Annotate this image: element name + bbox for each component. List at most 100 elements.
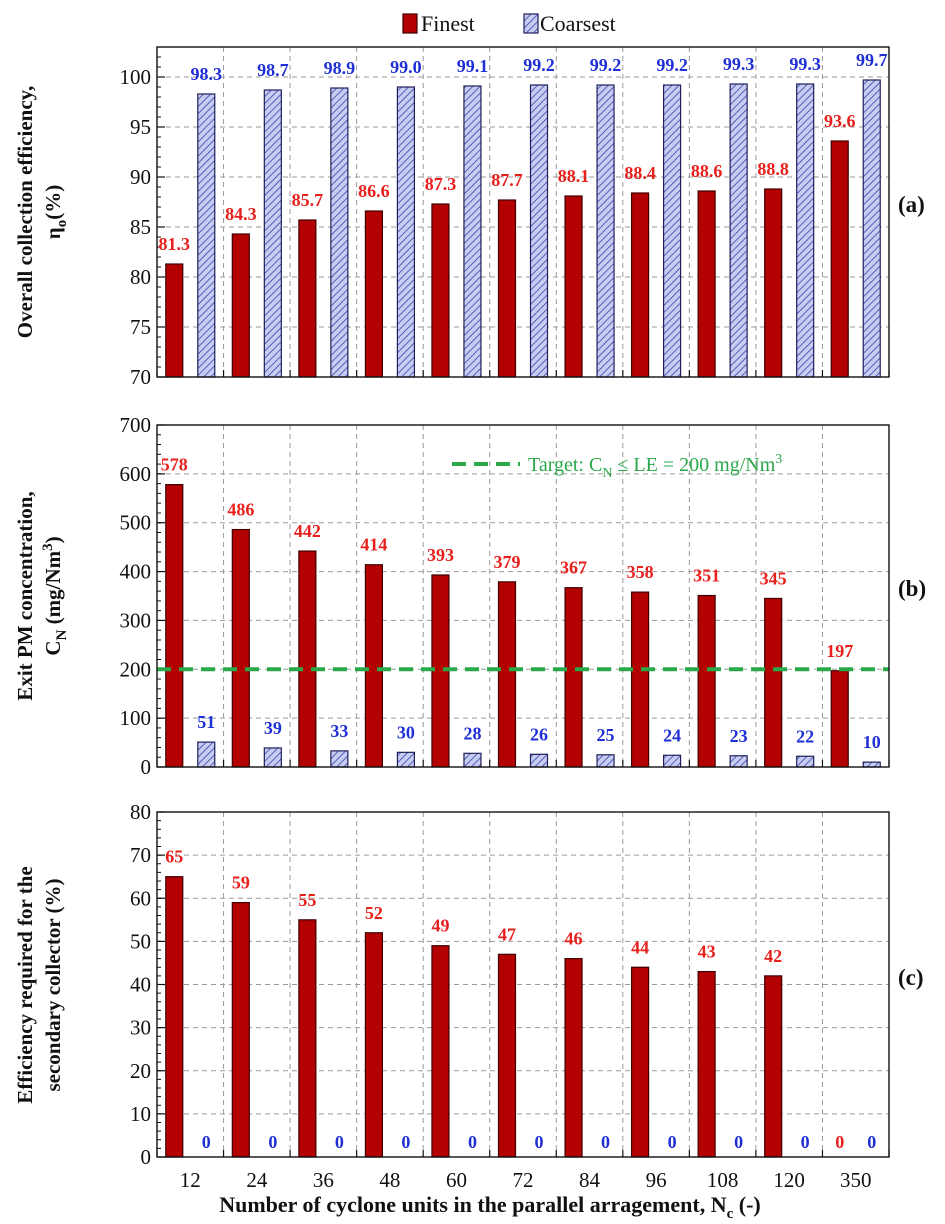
bar-coarsest [263,89,282,378]
data-label-finest: 358 [627,562,654,582]
y-tick-label: 0 [141,1145,152,1169]
data-label-coarsest: 24 [663,725,681,745]
bar-coarsest [396,86,416,378]
data-label-coarsest: 0 [801,1132,810,1152]
panel-a: 70 75 80 85 90 95 100 81.3 98.3 84.3 98.7 85.7 98.9 8… [13,46,925,389]
bar-coarsest [463,752,482,768]
y-axis-title: Efficiency required for the secondary col… [13,866,65,1103]
data-label-coarsest: 0 [335,1132,344,1152]
y-tick-label: 600 [120,462,152,486]
data-label-coarsest: 25 [597,725,615,745]
svg-text:Exit PM concentration,: Exit PM concentration, [13,491,37,700]
data-label-coarsest: 10 [863,732,881,752]
data-label-finest: 52 [365,903,383,923]
bar-finest [497,953,517,1158]
y-tick-label: 30 [130,1016,151,1040]
data-label-coarsest: 99.1 [457,56,489,76]
data-label-coarsest: 99.2 [523,55,555,75]
y-axis-title: Exit PM concentration, CN (mg/Nm3) [13,491,70,700]
data-label-coarsest: 0 [867,1132,876,1152]
bar-finest [764,188,783,378]
x-axis-title: Number of cyclone units in the parallel … [219,1192,761,1222]
data-label-finest: 393 [427,545,454,565]
bar-finest [298,550,317,768]
data-label-finest: 0 [835,1132,844,1152]
x-tick-label: 36 [313,1168,334,1192]
bar-finest [764,975,783,1158]
y-tick-label: 70 [130,843,151,867]
data-label-finest: 578 [161,455,188,475]
y-tick-label: 80 [130,265,151,289]
bar-finest [764,597,783,768]
bar-finest [697,594,716,768]
y-tick-label: 0 [141,755,152,779]
y-axis-title: Overall collection efficiency, ηo(%) [13,86,70,339]
y-tick-label: 400 [120,560,152,584]
data-label-coarsest: 30 [397,722,415,742]
data-label-coarsest: 0 [468,1132,477,1152]
data-label-coarsest: 51 [197,712,215,732]
svg-text:Overall collection efficiency,: Overall collection efficiency, [13,86,37,339]
bar-coarsest [662,84,682,378]
panel-label: (c) [898,965,924,990]
bar-coarsest [796,83,815,378]
bar-coarsest [662,754,682,768]
data-label-finest: 486 [227,500,254,520]
data-label-finest: 46 [565,929,583,949]
bar-coarsest [197,741,216,768]
data-label-finest: 65 [165,847,183,867]
x-tick-label: 60 [446,1168,467,1192]
data-label-finest: 87.3 [425,174,457,194]
bar-finest [165,263,184,378]
data-label-finest: 367 [560,558,587,578]
data-label-coarsest: 99.3 [789,54,821,74]
svg-text:CN (mg/Nm3): CN (mg/Nm3) [40,536,70,655]
bar-coarsest [197,93,216,378]
bar-finest [630,966,650,1158]
data-label-finest: 88.8 [757,159,789,179]
bar-finest [564,958,583,1158]
bar-coarsest [330,750,349,768]
data-label-coarsest: 0 [401,1132,410,1152]
data-label-finest: 345 [760,568,787,588]
y-tick-label: 60 [130,886,151,910]
data-label-finest: 197 [826,641,853,661]
bar-finest [364,932,384,1158]
bar-coarsest [330,87,349,378]
data-label-coarsest: 33 [330,721,348,741]
data-label-finest: 44 [631,937,649,957]
data-label-coarsest: 99.0 [390,57,422,77]
legend: Finest Coarsest [402,11,616,36]
data-label-finest: 85.7 [292,190,324,210]
data-label-finest: 88.1 [558,166,590,186]
data-label-coarsest: 0 [535,1132,544,1152]
y-tick-label: 70 [130,365,151,389]
data-label-finest: 414 [360,535,387,555]
y-tick-label: 500 [120,511,152,535]
bar-finest [630,192,650,378]
data-label-finest: 87.7 [491,170,523,190]
data-label-coarsest: 0 [668,1132,677,1152]
panel-label: (a) [898,192,925,217]
svg-text:secondary collector (%): secondary collector (%) [41,878,65,1091]
y-tick-label: 100 [120,706,152,730]
data-label-coarsest: 26 [530,724,548,744]
bar-finest [431,203,450,378]
data-label-finest: 59 [232,873,250,893]
bar-coarsest [862,79,881,378]
data-label-finest: 81.3 [159,234,191,254]
data-label-finest: 43 [698,942,716,962]
bar-finest [431,945,450,1158]
data-label-coarsest: 99.2 [590,55,622,75]
y-tick-label: 300 [120,608,152,632]
y-tick-label: 75 [130,315,151,339]
bar-coarsest [796,755,815,768]
y-tick-label: 20 [130,1059,151,1083]
bar-finest [564,587,583,768]
bar-finest [231,233,250,378]
data-label-coarsest: 99.2 [656,55,688,75]
y-tick-label: 700 [120,413,152,437]
data-label-coarsest: 98.3 [191,64,223,84]
x-tick-label: 72 [513,1168,534,1192]
bar-finest [697,970,716,1158]
